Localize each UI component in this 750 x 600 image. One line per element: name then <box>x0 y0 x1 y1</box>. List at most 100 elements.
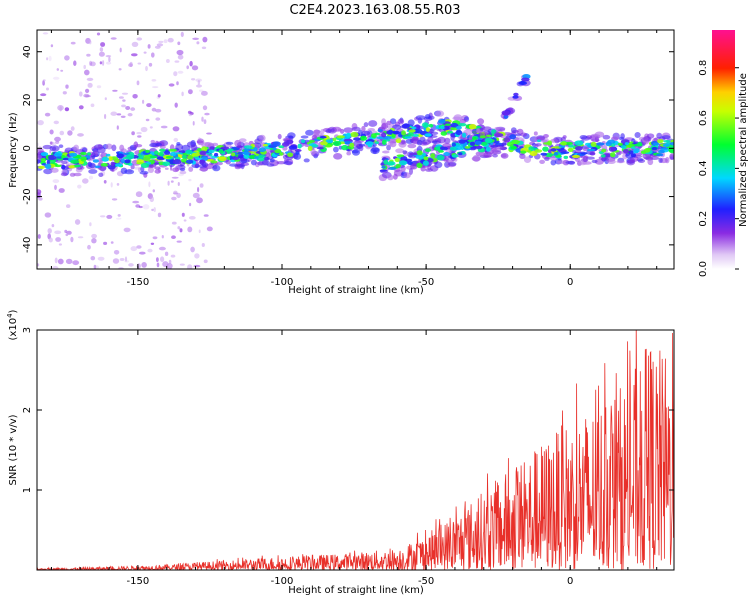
noise-blob <box>173 137 179 143</box>
y-tick-label: 40 <box>22 45 33 58</box>
ridge-halo <box>120 148 127 153</box>
noise-blob <box>130 246 138 252</box>
noise-blob <box>171 196 177 201</box>
noise-blob <box>136 245 142 249</box>
ridge-core <box>388 167 397 170</box>
ridge-core <box>145 149 150 153</box>
ridge-core <box>464 146 471 149</box>
ridge-halo <box>543 134 549 138</box>
ridge-halo <box>386 144 391 151</box>
noise-blob <box>190 246 195 253</box>
noise-blob <box>189 202 192 207</box>
ridge-core <box>227 148 234 152</box>
noise-blob <box>140 126 148 133</box>
noise-blob <box>111 198 118 201</box>
y-tick-label: 0 <box>22 145 33 151</box>
y-tick-label: 2 <box>22 407 33 413</box>
ridge-core <box>80 151 87 156</box>
noise-blob <box>152 189 155 193</box>
ridge-halo <box>402 150 408 155</box>
ridge-core <box>468 124 477 130</box>
noise-blob <box>70 236 74 243</box>
noise-blob <box>177 70 184 74</box>
ridge-core <box>424 133 432 137</box>
noise-blob <box>116 113 122 116</box>
noise-blob <box>204 112 210 116</box>
noise-blob <box>110 111 118 116</box>
ridge-core <box>320 141 328 146</box>
ridge-halo <box>452 116 462 121</box>
ridge-halo <box>463 129 473 135</box>
noise-blob <box>148 62 153 67</box>
noise-blob <box>112 89 118 92</box>
noise-blob <box>64 229 68 234</box>
noise-blob <box>88 40 92 45</box>
ridge-core <box>518 81 527 85</box>
ridge-core <box>509 134 517 140</box>
ridge-core <box>484 137 493 143</box>
colorbar-gradient <box>712 30 735 269</box>
noise-blob <box>40 93 47 97</box>
ridge-core <box>536 139 542 143</box>
noise-blob <box>191 78 196 81</box>
ridge-core <box>658 149 665 154</box>
noise-blob <box>112 258 120 264</box>
ridge-core <box>506 141 514 147</box>
ridge-core <box>115 163 123 167</box>
noise-blob <box>199 89 204 92</box>
noise-blob <box>103 180 107 184</box>
noise-blob <box>147 248 153 253</box>
noise-blob <box>201 243 205 247</box>
noise-blob <box>150 242 155 245</box>
noise-blob <box>173 71 178 77</box>
spectrogram-marks <box>37 31 674 269</box>
ridge-core <box>168 148 178 152</box>
ridge-halo <box>415 115 426 121</box>
ridge-core <box>396 154 405 158</box>
ridge-halo <box>536 136 545 141</box>
ridge-halo <box>642 139 649 145</box>
ridge-core <box>407 161 413 165</box>
ridge-core <box>311 144 319 148</box>
ridge-halo <box>580 155 589 159</box>
ridge-core <box>92 159 99 163</box>
noise-blob <box>64 55 70 61</box>
ridge-halo <box>239 138 247 143</box>
noise-blob <box>167 180 170 186</box>
ridge-core <box>350 131 359 138</box>
noise-blob <box>42 32 49 35</box>
ridge-halo <box>147 167 154 173</box>
ridge-core <box>559 142 565 145</box>
noise-blob <box>77 236 84 239</box>
ridge-halo <box>149 142 158 148</box>
noise-blob <box>47 228 52 234</box>
ridge-core <box>610 152 616 158</box>
ridge-core <box>608 146 616 152</box>
x-tick-label: 0 <box>567 576 573 587</box>
noise-blob <box>189 60 193 67</box>
ridge-halo <box>97 144 103 149</box>
ridge-core <box>143 156 151 162</box>
noise-blob <box>155 108 162 113</box>
ridge-halo <box>330 128 335 133</box>
noise-blob <box>99 47 104 52</box>
ridge-core <box>542 146 549 152</box>
ridge-core <box>589 152 596 156</box>
noise-blob <box>98 51 105 57</box>
ridge-core <box>365 141 374 146</box>
ridge-halo <box>257 161 264 166</box>
noise-blob <box>156 262 160 268</box>
noise-blob <box>51 224 55 228</box>
ridge-core <box>513 92 519 96</box>
noise-blob <box>135 191 143 198</box>
ridge-core <box>422 122 429 128</box>
ridge-halo <box>401 139 406 145</box>
ridge-halo <box>240 162 245 170</box>
noise-blob <box>73 60 77 66</box>
ridge-halo <box>276 161 286 165</box>
noise-blob <box>90 61 96 67</box>
ridge-halo <box>669 152 674 158</box>
noise-blob <box>179 263 185 266</box>
ridge-core <box>455 125 462 130</box>
noise-blob <box>186 65 189 70</box>
